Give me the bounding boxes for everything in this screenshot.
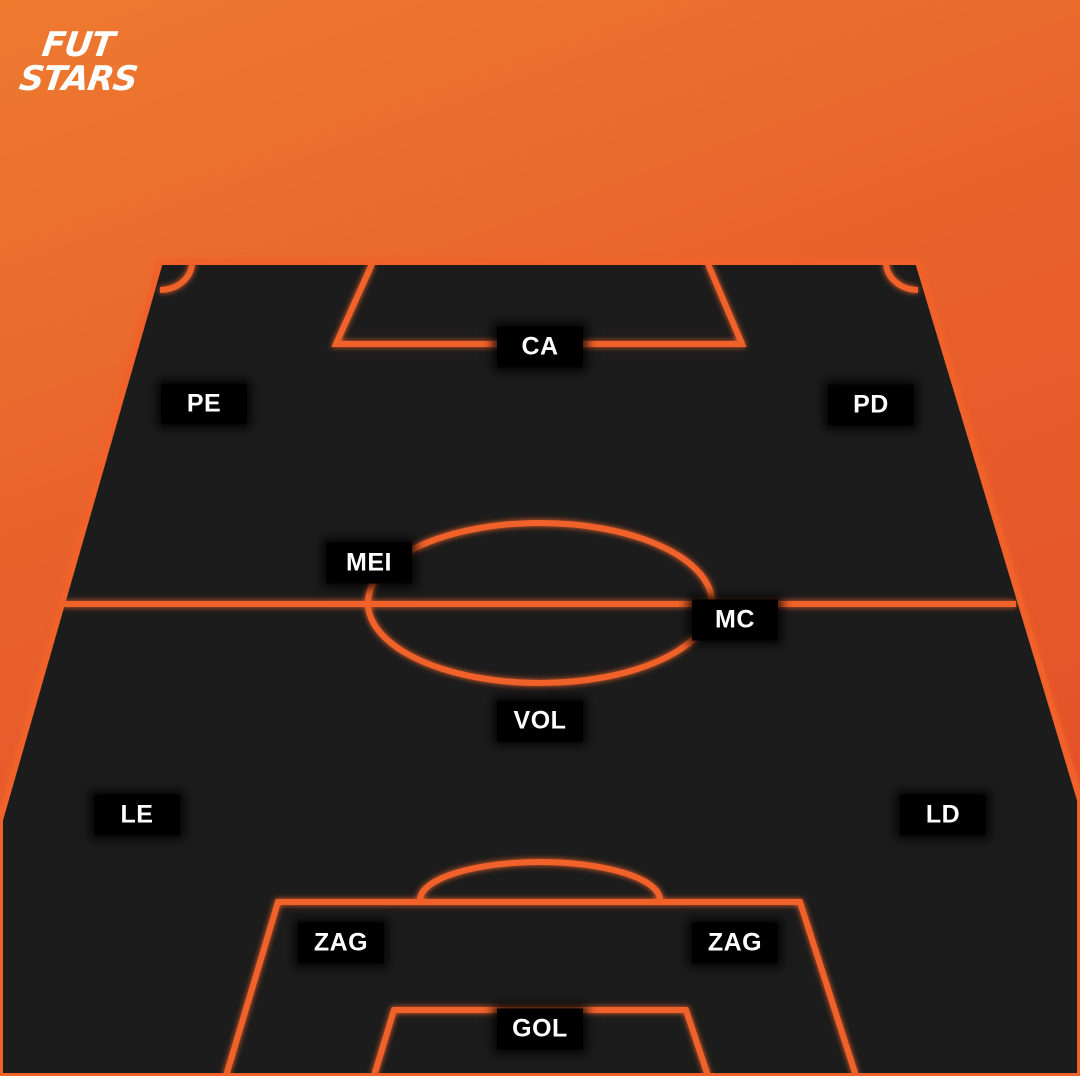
position-ca: CA <box>497 326 583 368</box>
bottom-penalty-box <box>223 899 859 1076</box>
position-le: LE <box>94 794 180 836</box>
bottom-penalty-arc <box>417 859 663 901</box>
position-zag-left: ZAG <box>298 922 384 964</box>
position-mc: MC <box>692 599 778 641</box>
position-gol: GOL <box>497 1008 583 1050</box>
position-mei: MEI <box>326 542 412 584</box>
position-pd: PD <box>828 384 914 426</box>
position-ld: LD <box>900 794 986 836</box>
position-zag-right: ZAG <box>692 922 778 964</box>
position-pe: PE <box>161 383 247 425</box>
pitch-surface <box>0 259 1080 1076</box>
corner-arc-left <box>159 261 195 293</box>
position-vol: VOL <box>497 700 583 742</box>
corner-arc-right <box>883 261 919 293</box>
